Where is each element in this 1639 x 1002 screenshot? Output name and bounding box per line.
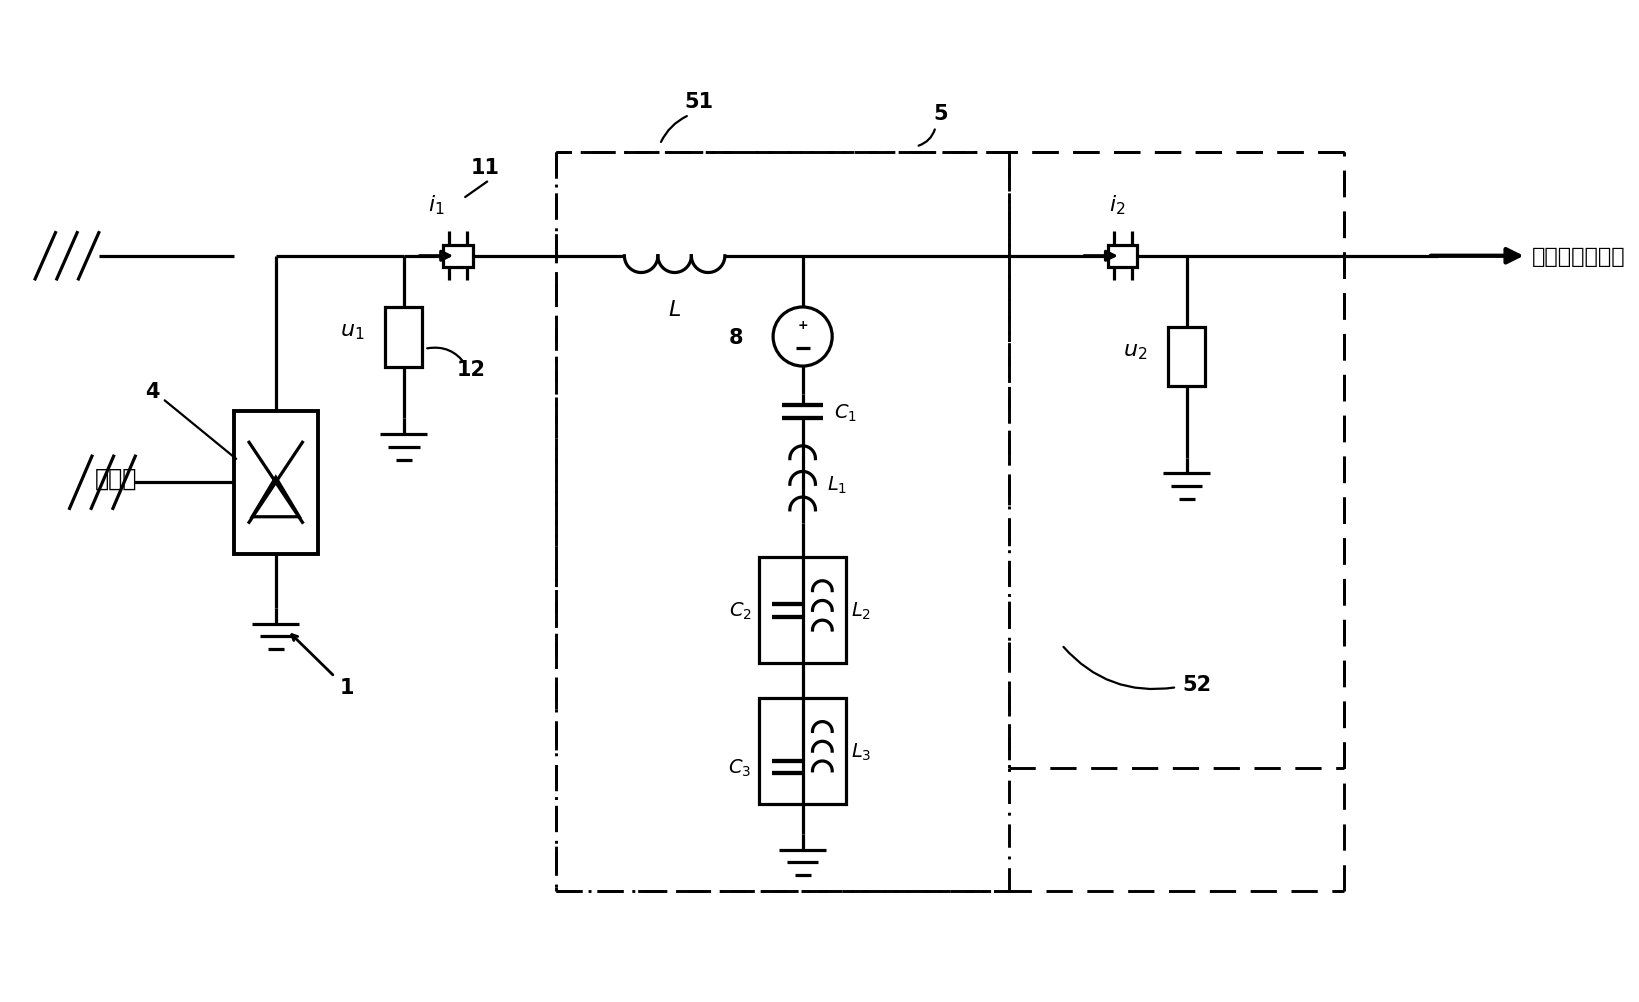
Text: 12: 12 [456, 359, 485, 379]
Text: $L_1$: $L_1$ [828, 474, 847, 495]
Text: 至直流输电线路: 至直流输电线路 [1531, 246, 1624, 267]
Text: $L_3$: $L_3$ [851, 740, 872, 763]
Text: $L$: $L$ [669, 300, 682, 320]
Text: $C_2$: $C_2$ [729, 600, 751, 621]
Text: 1: 1 [339, 677, 354, 697]
Text: 5: 5 [933, 104, 947, 123]
Bar [759, 698, 846, 805]
Text: 交流侧: 交流侧 [95, 466, 138, 490]
Text: 8: 8 [728, 328, 742, 347]
Text: 51: 51 [685, 92, 715, 112]
Bar [1108, 245, 1137, 268]
Bar [759, 557, 846, 664]
Text: 52: 52 [1182, 674, 1211, 694]
Text: $C_1$: $C_1$ [834, 402, 857, 423]
Text: $i_2$: $i_2$ [1108, 193, 1124, 217]
Bar [385, 309, 423, 367]
Bar [1169, 328, 1205, 387]
Bar [234, 412, 318, 554]
Text: 4: 4 [146, 382, 161, 401]
Bar [443, 245, 472, 268]
Text: $u_1$: $u_1$ [341, 322, 365, 342]
Text: 11: 11 [470, 158, 500, 177]
Text: $C_3$: $C_3$ [728, 757, 751, 778]
Text: $L_2$: $L_2$ [851, 600, 870, 621]
Text: $u_2$: $u_2$ [1123, 342, 1147, 362]
Text: +: + [797, 319, 808, 332]
Text: $i_1$: $i_1$ [428, 193, 444, 217]
